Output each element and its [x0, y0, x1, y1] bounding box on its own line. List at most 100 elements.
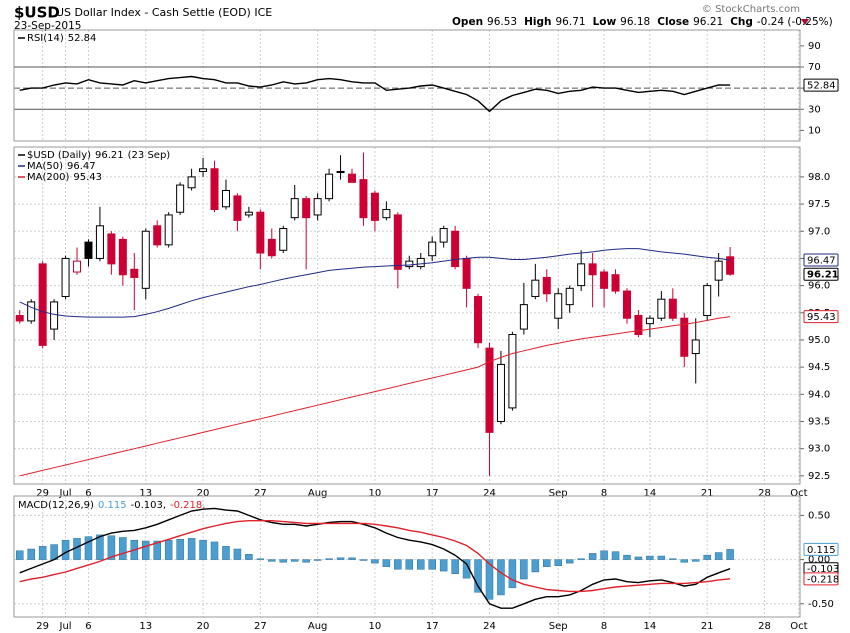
histogram-bar	[611, 551, 620, 560]
histogram-bar	[187, 538, 196, 560]
x-tick-label: Jul	[59, 621, 72, 632]
histogram-bar	[554, 559, 562, 567]
x-tick-label: 13	[139, 488, 152, 499]
legend-value: 52.84	[68, 33, 97, 44]
histogram-bar	[164, 539, 173, 560]
x-tick-label: 10	[369, 621, 382, 632]
legend: MA(50) 96.47	[27, 161, 96, 172]
histogram-bar	[302, 559, 310, 563]
histogram-bar	[520, 559, 528, 580]
histogram-bar	[15, 550, 24, 560]
histogram-bar	[199, 539, 207, 560]
histogram-bar	[497, 559, 505, 596]
candle-body	[290, 198, 299, 219]
legend-value: 0.115	[98, 500, 127, 511]
y-tick-label: 93.0	[808, 444, 830, 455]
histogram-bar	[142, 540, 150, 560]
value-tag: 0.115	[807, 545, 836, 556]
histogram-bar	[210, 541, 219, 560]
x-tick-label: 10	[369, 488, 382, 499]
quote-label: Open	[452, 16, 483, 28]
x-tick-label: 8	[601, 621, 607, 632]
candle-body	[199, 168, 208, 172]
legend-name: MA(50)	[27, 161, 63, 172]
x-tick-label: 24	[483, 488, 496, 499]
candle-body	[118, 238, 127, 276]
histogram-bar	[176, 539, 184, 560]
x-tick-label: 21	[701, 621, 714, 632]
legend: MACD(12,26,9) 0.115 -0.103, -0.218,	[18, 500, 205, 511]
legend: $USD (Daily) 96.21 (23 Sep)	[27, 150, 170, 161]
quote-label: Low	[593, 16, 617, 28]
histogram-bar	[153, 540, 161, 560]
histogram-bar	[726, 549, 734, 560]
value-tag: 52.84	[807, 81, 836, 92]
x-tick-label: Aug	[308, 488, 328, 499]
y-tick-label: 94.5	[808, 362, 830, 373]
x-tick-label: 17	[426, 621, 439, 632]
histogram-bar	[577, 558, 585, 560]
histogram-bar	[119, 537, 127, 560]
candle-body	[531, 279, 540, 297]
x-tick-label: 24	[483, 621, 496, 632]
y-tick-label: 96.0	[808, 281, 830, 292]
candle-body	[428, 241, 437, 257]
candle-body	[462, 257, 471, 289]
candle-body	[600, 271, 609, 289]
candle-body	[38, 263, 47, 346]
histogram-bar	[669, 558, 677, 560]
candle-body	[279, 228, 288, 251]
chart-date: 23-Sep-2015	[14, 20, 81, 32]
candle-body	[210, 168, 219, 211]
y-tick-label: 70	[808, 62, 821, 73]
candle-body	[164, 214, 173, 246]
x-tick-label: 20	[197, 488, 210, 499]
histogram-bar	[565, 559, 574, 564]
y-tick-label: 90	[808, 41, 821, 52]
candle-body	[668, 298, 677, 319]
y-tick-label: 97.5	[808, 199, 830, 210]
legend: MA(200) 95.43	[27, 172, 102, 183]
candle-body	[325, 173, 334, 200]
candle-body	[622, 290, 631, 319]
candle-body	[84, 241, 93, 259]
legend: RSI(14) 52.84	[27, 33, 96, 44]
quote-value: 96.71	[556, 16, 586, 28]
candle-body	[267, 238, 276, 257]
quote-value: -0.24 (-0.25%)	[757, 16, 833, 28]
y-tick-label: 0.50	[808, 510, 830, 521]
histogram-bar	[703, 554, 711, 560]
y-tick-label: 30	[808, 104, 821, 115]
histogram-bar	[691, 559, 700, 562]
histogram-bar	[600, 550, 608, 560]
histogram-bar	[531, 559, 540, 573]
quote-value: 96.53	[487, 16, 517, 28]
x-tick-label: 29	[36, 621, 49, 632]
histogram-bar	[623, 554, 631, 560]
change-arrow	[801, 19, 809, 25]
legend-value: 95.43	[73, 172, 102, 183]
legend-date: (23 Sep)	[128, 150, 171, 161]
x-tick-label: 29	[36, 488, 49, 499]
histogram-bar	[405, 559, 414, 570]
series-line	[19, 520, 731, 593]
y-tick-label: -0.50	[808, 599, 834, 610]
histogram-bar	[588, 553, 597, 560]
value-tag: 96.47	[807, 256, 836, 267]
value-tag: 95.43	[807, 312, 836, 323]
value-tag-box	[803, 310, 839, 324]
histogram-bar	[485, 559, 494, 600]
candle-body	[95, 225, 104, 259]
histogram-bar	[233, 548, 242, 560]
histogram-bar	[428, 559, 436, 570]
symbol: $USD	[14, 4, 60, 22]
legend-name: MA(200)	[27, 172, 69, 183]
candle-body	[680, 317, 689, 357]
candle-body	[611, 274, 620, 292]
y-tick-label: 95.0	[808, 335, 830, 346]
candle-body	[726, 256, 735, 275]
candle-body	[348, 173, 357, 183]
histogram-bar	[416, 559, 425, 570]
